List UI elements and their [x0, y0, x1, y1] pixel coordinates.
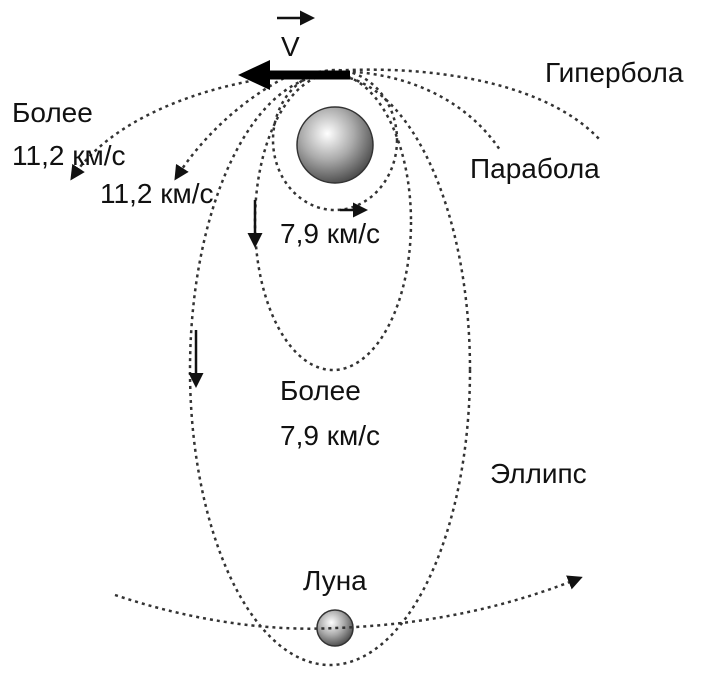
ellipse-orbit: [253, 72, 413, 372]
escape-speed-label: 11,2 км/с: [100, 178, 213, 209]
velocity-arrowhead: [238, 60, 270, 90]
circular-orbit: [271, 68, 399, 212]
left-hyperbola: [70, 73, 291, 181]
moon-path: [114, 575, 583, 630]
velocity-label: V: [281, 31, 300, 62]
moon-label: Луна: [303, 565, 367, 596]
ellipse-speed-label: 7,9 км/с: [280, 420, 380, 451]
circular-speed-label: 7,9 км/с: [280, 218, 380, 249]
ellipse-label: Эллипс: [490, 458, 587, 489]
parabola-label: Парабола: [470, 153, 600, 184]
ellipse-speed-label: Более: [280, 375, 361, 406]
left-speed-label: 11,2 км/с: [12, 140, 125, 171]
left-parabola: [174, 73, 291, 181]
hyperbola-label: Гипербола: [545, 57, 684, 88]
left-speed-label: Более: [12, 97, 93, 128]
earth: [296, 106, 374, 184]
